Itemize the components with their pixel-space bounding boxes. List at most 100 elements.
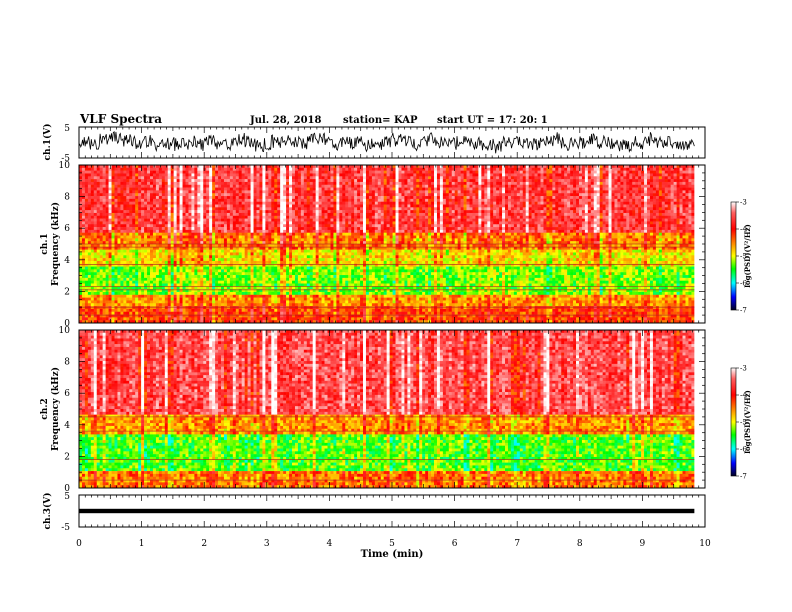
spectrogram-cell <box>120 204 124 208</box>
spectrogram-cell <box>114 297 118 301</box>
spectrogram-cell <box>280 184 284 188</box>
spectrogram-cell <box>303 314 308 318</box>
spectrogram-cell <box>253 229 257 233</box>
spectrogram-cell <box>277 258 281 262</box>
spectrogram-cell <box>161 289 166 293</box>
spectrogram-cell <box>191 306 195 310</box>
spectrogram-cell <box>161 170 166 174</box>
spectrogram-cell <box>259 198 263 202</box>
spectrogram-cell <box>188 215 192 219</box>
spectrogram-cell <box>188 184 192 188</box>
spectrogram-cell <box>138 181 142 185</box>
spectrogram-cell <box>315 181 319 185</box>
spectrogram-cell <box>84 275 89 279</box>
spectrogram-cell <box>135 207 139 211</box>
spectrogram-cell <box>223 241 228 245</box>
spectrogram-cell <box>117 176 121 180</box>
spectrogram-cell <box>315 167 319 171</box>
spectrogram-cell <box>87 184 92 188</box>
spectrogram-cell <box>327 181 331 185</box>
spectrogram-cell <box>138 300 142 304</box>
spectrogram-cell <box>294 232 299 236</box>
spectrogram-cell <box>212 207 216 211</box>
spectrogram-cell <box>321 308 325 312</box>
spectrogram-cell <box>93 210 97 214</box>
spectrogram-cell <box>194 303 198 307</box>
spectrogram-cell <box>235 300 240 304</box>
spectrogram-cell <box>129 320 133 324</box>
spectrogram-cell <box>300 190 305 194</box>
spectrogram-cell <box>170 252 174 256</box>
spectrogram-cell <box>129 167 133 171</box>
spectrogram-cell <box>286 218 290 222</box>
spectrogram-cell <box>102 181 106 185</box>
spectrogram-cell <box>191 167 195 171</box>
spectrogram-cell <box>315 314 319 318</box>
spectrogram-cell <box>84 244 89 248</box>
spectrogram-cell <box>268 207 272 211</box>
spectrogram-cell <box>197 297 201 301</box>
spectrogram-cell <box>212 235 216 239</box>
spectrogram-cell <box>179 184 183 188</box>
spectrogram-cell <box>135 303 139 307</box>
spectrogram-cell <box>132 187 136 191</box>
spectrogram-cell <box>194 227 198 231</box>
spectrogram-cell <box>297 252 302 256</box>
spectrogram-cell <box>191 204 195 208</box>
spectrogram-cell <box>226 224 231 228</box>
spectrogram-cell <box>309 204 313 208</box>
spectrogram-cell <box>117 297 121 301</box>
spectrogram-cell <box>138 263 142 267</box>
spectrogram-cell <box>84 306 89 310</box>
spectrogram-cell <box>123 289 127 293</box>
spectrogram-cell <box>138 289 142 293</box>
spectrogram-cell <box>90 244 95 248</box>
spectrogram-cell <box>259 297 263 301</box>
spectrogram-cell <box>221 283 225 287</box>
spectrogram-cell <box>144 235 148 239</box>
spectrogram-cell <box>161 286 166 290</box>
spectrogram-cell <box>306 263 311 267</box>
spectrogram-cell <box>250 314 254 318</box>
spectrogram-cell <box>170 280 174 284</box>
spectrogram-cell <box>111 187 115 191</box>
spectrogram-cell <box>229 317 234 321</box>
spectrogram-cell <box>223 249 228 253</box>
spectrogram-cell <box>176 317 180 321</box>
spectrogram-cell <box>197 266 201 270</box>
spectrogram-cell <box>179 232 183 236</box>
spectrogram-cell <box>167 269 171 273</box>
spectrogram-cell <box>232 306 237 310</box>
spectrogram-cell <box>209 167 213 171</box>
spectrogram-cell <box>120 246 124 250</box>
spectrogram-cell <box>235 196 240 200</box>
spectrogram-cell <box>330 173 334 177</box>
spectrogram-cell <box>318 193 322 197</box>
spectrogram-cell <box>226 311 231 315</box>
spectrogram-cell <box>93 201 97 205</box>
spectrogram-cell <box>173 314 177 318</box>
spectrogram-cell <box>108 314 112 318</box>
spectrogram-cell <box>79 229 83 233</box>
spectrogram-cell <box>147 269 151 273</box>
spectrogram-cell <box>138 249 142 253</box>
spectrogram-cell <box>235 280 240 284</box>
spectrogram-cell <box>108 260 112 264</box>
spectrogram-cell <box>167 275 171 279</box>
spectrogram-cell <box>280 258 284 262</box>
spectrogram-cell <box>194 215 198 219</box>
spectrogram-cell <box>200 320 204 324</box>
spectrogram-cell <box>232 196 237 200</box>
spectrogram-cell <box>241 196 245 200</box>
spectrogram-cell <box>167 263 171 267</box>
spectrogram-cell <box>206 212 210 217</box>
spectrogram-cell <box>238 187 242 191</box>
spectrogram-cell <box>158 263 163 267</box>
spectrogram-cell <box>164 266 169 270</box>
spectrogram-cell <box>292 314 296 318</box>
spectrogram-cell <box>203 229 207 233</box>
spectrogram-cell <box>286 229 290 233</box>
spectrogram-cell <box>191 297 195 301</box>
spectrogram-cell <box>271 297 275 301</box>
spectrogram-cell <box>79 235 83 239</box>
